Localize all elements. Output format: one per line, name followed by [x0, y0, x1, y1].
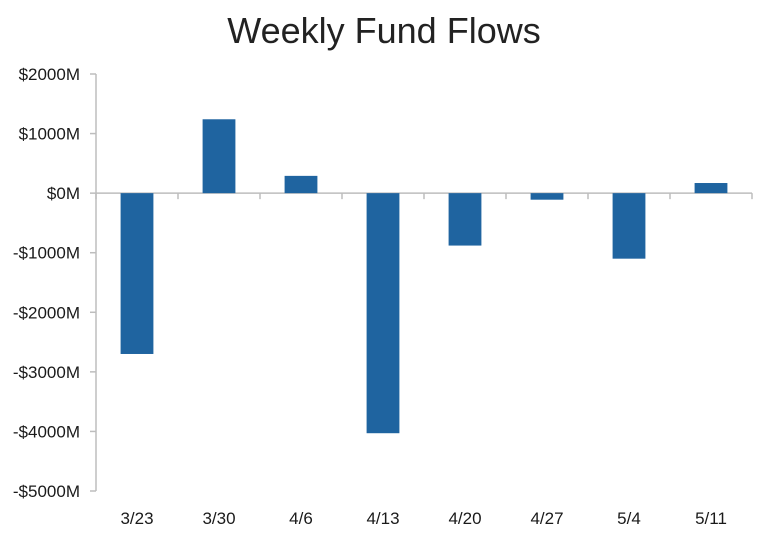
- y-tick-label: -$5000M: [13, 482, 80, 501]
- x-tick-label: 5/4: [617, 509, 641, 528]
- bar-3-23: [120, 193, 154, 354]
- y-tick-label: $1000M: [19, 125, 80, 144]
- y-tick-label: -$4000M: [13, 422, 80, 441]
- x-tick-label: 4/6: [289, 509, 313, 528]
- y-tick-label: $2000M: [19, 65, 80, 84]
- y-tick-label: -$2000M: [13, 303, 80, 322]
- x-tick-label: 5/11: [695, 509, 727, 528]
- bar-3-30: [202, 119, 236, 194]
- y-tick-label: -$1000M: [13, 244, 80, 263]
- y-tick-label: -$3000M: [13, 363, 80, 382]
- bar-5-11: [694, 183, 728, 194]
- bar-5-4: [612, 193, 646, 259]
- bar-4-27: [530, 193, 564, 200]
- bar-4-6: [284, 175, 318, 194]
- chart-title: Weekly Fund Flows: [227, 10, 541, 51]
- bar-4-13: [366, 193, 400, 434]
- axes: [90, 73, 753, 492]
- bar-4-20: [448, 193, 482, 246]
- x-tick-label: 4/13: [366, 509, 399, 528]
- x-tick-label: 4/27: [530, 509, 563, 528]
- bars: [120, 119, 728, 434]
- tick-labels: $2000M $1000M $0M -$1000M -$2000M -$3000M -$40…: [13, 65, 727, 528]
- x-tick-label: 3/30: [202, 509, 235, 528]
- x-tick-label: 3/23: [120, 509, 153, 528]
- x-tick-label: 4/20: [448, 509, 481, 528]
- y-tick-label: $0M: [47, 184, 80, 203]
